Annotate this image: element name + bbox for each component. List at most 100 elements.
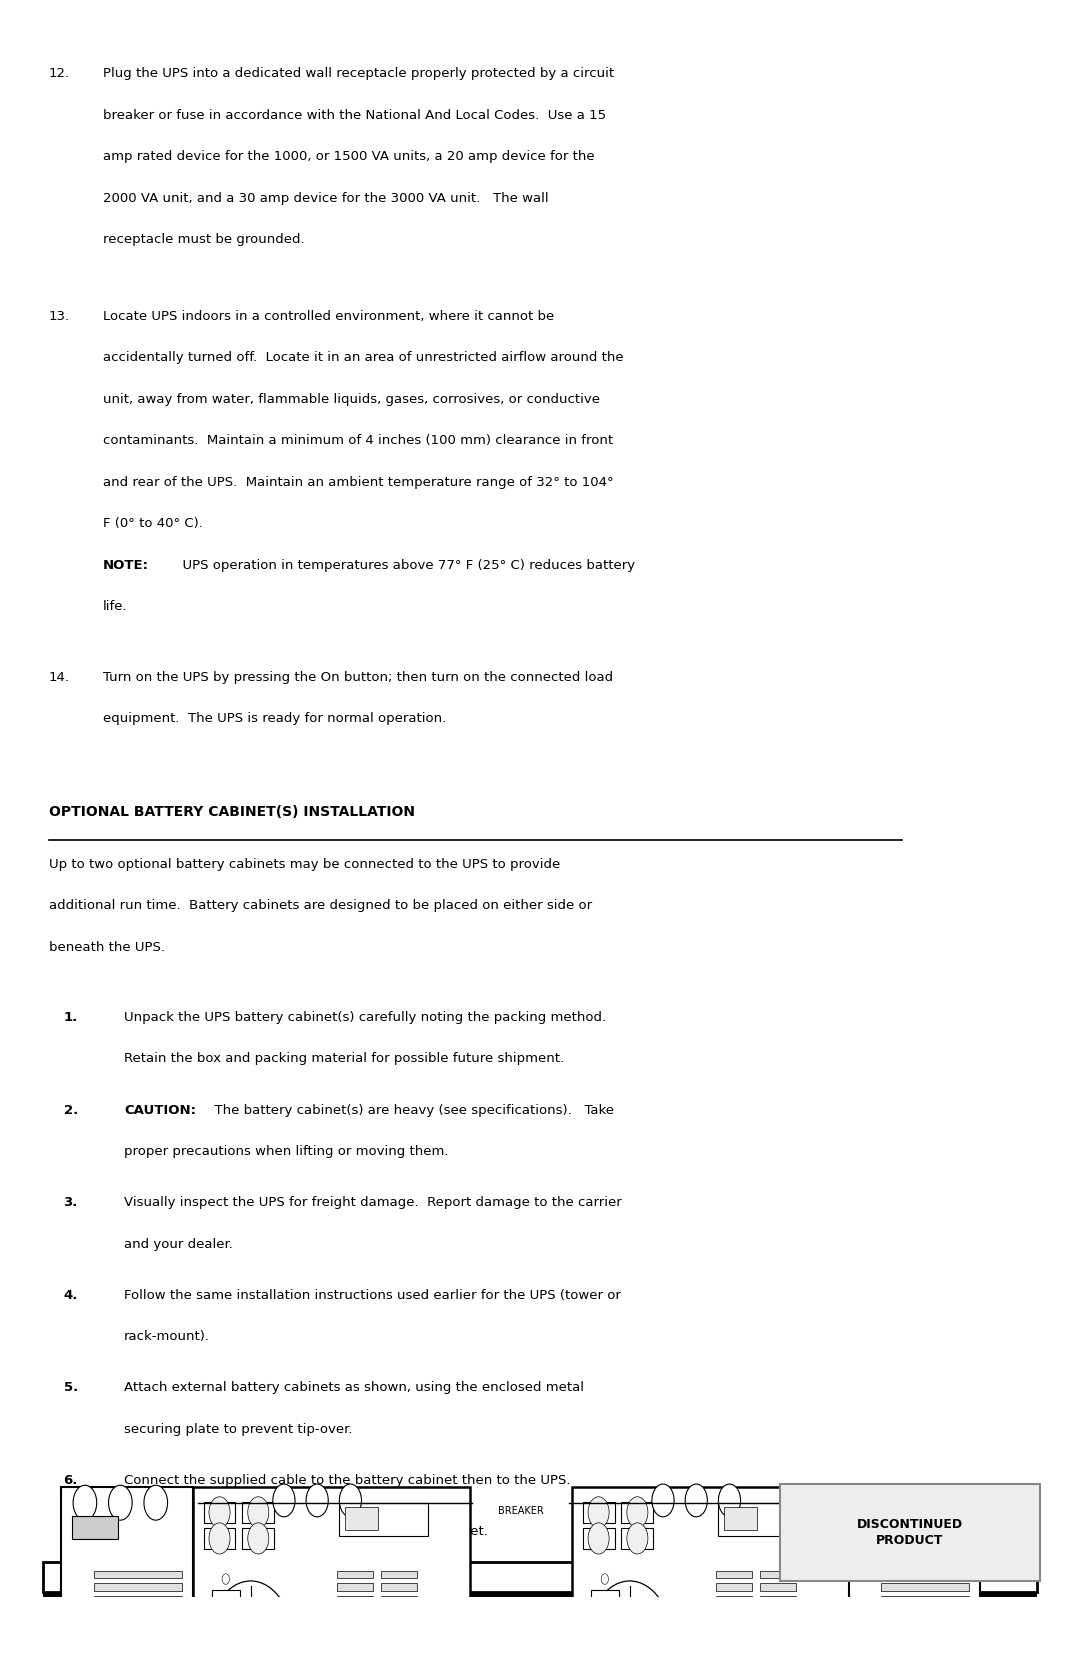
Bar — [337, 1584, 373, 1591]
Bar — [716, 1596, 752, 1604]
Circle shape — [589, 1497, 609, 1527]
Bar — [204, 1527, 235, 1549]
Bar — [242, 1527, 274, 1549]
Bar — [337, 1647, 373, 1654]
Bar — [94, 1622, 183, 1629]
Circle shape — [895, 1485, 919, 1520]
Text: DISCONTINUED
PRODUCT: DISCONTINUED PRODUCT — [856, 1517, 963, 1547]
Circle shape — [861, 1485, 885, 1520]
Text: 6.: 6. — [64, 1474, 78, 1487]
Bar — [71, 1517, 118, 1539]
Bar — [337, 1634, 373, 1642]
Bar — [716, 1584, 752, 1591]
Text: Battery Cabinet Installation Diagram: Battery Cabinet Installation Diagram — [354, 1614, 726, 1632]
Circle shape — [315, 1609, 324, 1622]
Text: BREAKER: BREAKER — [498, 1505, 543, 1515]
Text: CAUTION:: CAUTION: — [124, 1103, 197, 1117]
Circle shape — [73, 1485, 97, 1520]
Bar — [381, 1609, 417, 1616]
Text: accidentally turned off.  Locate it in an area of unrestricted airflow around th: accidentally turned off. Locate it in an… — [103, 352, 623, 364]
Bar — [242, 1502, 274, 1524]
Circle shape — [685, 1484, 707, 1517]
Text: equipment.  The UPS is ready for normal operation.: equipment. The UPS is ready for normal o… — [103, 713, 446, 726]
Bar — [94, 1596, 183, 1604]
Text: Connect the supplied cable to the battery cabinet then to the UPS.: Connect the supplied cable to the batter… — [124, 1474, 570, 1487]
Text: Turn on the breaker on the rear of the battery cabinet.: Turn on the breaker on the rear of the b… — [124, 1525, 488, 1539]
Circle shape — [602, 1574, 608, 1584]
Circle shape — [589, 1522, 609, 1554]
Bar — [760, 1596, 796, 1604]
Text: proper precautions when lifting or moving them.: proper precautions when lifting or movin… — [124, 1145, 448, 1158]
Text: OPTIONAL BATTERY CABINET(S) INSTALLATION: OPTIONAL BATTERY CABINET(S) INSTALLATION — [49, 804, 415, 819]
Bar — [760, 1571, 796, 1577]
Bar — [204, 1502, 235, 1524]
Circle shape — [108, 1485, 132, 1520]
Bar — [760, 1634, 796, 1642]
Bar — [583, 1527, 615, 1549]
Circle shape — [210, 1497, 230, 1527]
Bar — [881, 1571, 970, 1577]
Text: breaker or fuse in accordance with the National And Local Codes.  Use a 15: breaker or fuse in accordance with the N… — [103, 108, 606, 122]
Bar — [881, 1609, 970, 1616]
Text: 12.: 12. — [49, 67, 70, 80]
Text: 13.: 13. — [49, 310, 70, 322]
Text: 3.: 3. — [64, 1197, 78, 1208]
Text: contaminants.  Maintain a minimum of 4 inches (100 mm) clearance in front: contaminants. Maintain a minimum of 4 in… — [103, 434, 612, 447]
Circle shape — [222, 1612, 229, 1622]
Bar — [881, 1622, 970, 1629]
Bar — [337, 1622, 373, 1629]
Bar — [337, 1609, 373, 1616]
Bar — [760, 1584, 796, 1591]
Bar — [345, 1507, 378, 1530]
Circle shape — [210, 1522, 230, 1554]
Text: rack-mount).: rack-mount). — [124, 1330, 211, 1344]
Bar — [881, 1584, 970, 1591]
Bar — [621, 1502, 653, 1524]
Bar — [43, 1592, 1037, 1652]
Text: Plug the UPS into a dedicated wall receptacle properly protected by a circuit: Plug the UPS into a dedicated wall recep… — [103, 67, 613, 80]
Bar — [94, 1584, 183, 1591]
Bar — [881, 1596, 970, 1604]
Bar — [718, 1502, 807, 1535]
Bar — [724, 1507, 757, 1530]
Bar — [339, 1502, 428, 1535]
Bar — [94, 1634, 183, 1642]
Text: 1.: 1. — [64, 1011, 78, 1023]
Bar — [381, 1596, 417, 1604]
Bar — [859, 1517, 905, 1539]
Text: Up to two optional battery cabinets may be connected to the UPS to provide: Up to two optional battery cabinets may … — [49, 858, 559, 871]
Bar — [43, 1562, 1037, 1592]
Text: and your dealer.: and your dealer. — [124, 1238, 233, 1250]
Bar — [381, 1571, 417, 1577]
Text: Turn on the UPS by pressing the On button; then turn on the connected load: Turn on the UPS by pressing the On butto… — [103, 671, 612, 684]
Bar — [94, 1571, 183, 1577]
Bar — [591, 1591, 619, 1606]
Bar — [716, 1634, 752, 1642]
Circle shape — [652, 1484, 674, 1517]
Text: life.: life. — [103, 601, 127, 614]
Text: amp rated device for the 1000, or 1500 VA units, a 20 amp device for the: amp rated device for the 1000, or 1500 V… — [103, 150, 594, 164]
Text: Attach external battery cabinets as shown, using the enclosed metal: Attach external battery cabinets as show… — [124, 1382, 584, 1394]
Circle shape — [626, 1497, 648, 1527]
Bar — [94, 1609, 183, 1616]
Bar — [716, 1571, 752, 1577]
Circle shape — [675, 1609, 684, 1622]
Text: 14.: 14. — [49, 671, 69, 684]
Bar — [94, 1647, 183, 1654]
Bar — [192, 1487, 470, 1669]
Bar — [62, 1487, 192, 1669]
Circle shape — [273, 1484, 295, 1517]
Bar — [881, 1634, 970, 1642]
Text: 7.: 7. — [64, 1525, 78, 1539]
Circle shape — [602, 1612, 608, 1622]
Text: beneath the UPS.: beneath the UPS. — [49, 941, 164, 953]
Bar — [381, 1647, 417, 1654]
Text: Locate UPS indoors in a controlled environment, where it cannot be: Locate UPS indoors in a controlled envir… — [103, 310, 554, 322]
Text: Visually inspect the UPS for freight damage.  Report damage to the carrier: Visually inspect the UPS for freight dam… — [124, 1197, 622, 1208]
Bar — [381, 1584, 417, 1591]
Text: securing plate to prevent tip-over.: securing plate to prevent tip-over. — [124, 1424, 353, 1435]
Bar — [212, 1591, 240, 1606]
Bar — [381, 1634, 417, 1642]
Circle shape — [339, 1484, 362, 1517]
Text: The battery cabinet(s) are heavy (see specifications).   Take: The battery cabinet(s) are heavy (see sp… — [206, 1103, 615, 1117]
